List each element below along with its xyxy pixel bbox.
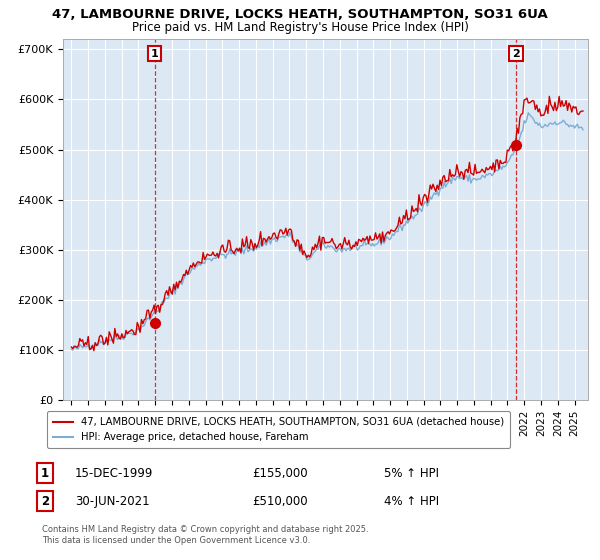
Text: 5% ↑ HPI: 5% ↑ HPI [384,466,439,480]
Text: 1: 1 [41,466,49,480]
Text: £155,000: £155,000 [252,466,308,480]
Text: 4% ↑ HPI: 4% ↑ HPI [384,494,439,508]
Text: 2: 2 [512,49,520,59]
Text: 30-JUN-2021: 30-JUN-2021 [75,494,149,508]
Text: 2: 2 [41,494,49,508]
Text: Contains HM Land Registry data © Crown copyright and database right 2025.
This d: Contains HM Land Registry data © Crown c… [42,525,368,545]
Text: 47, LAMBOURNE DRIVE, LOCKS HEATH, SOUTHAMPTON, SO31 6UA: 47, LAMBOURNE DRIVE, LOCKS HEATH, SOUTHA… [52,8,548,21]
Text: 15-DEC-1999: 15-DEC-1999 [75,466,154,480]
Text: Price paid vs. HM Land Registry's House Price Index (HPI): Price paid vs. HM Land Registry's House … [131,21,469,34]
Legend: 47, LAMBOURNE DRIVE, LOCKS HEATH, SOUTHAMPTON, SO31 6UA (detached house), HPI: A: 47, LAMBOURNE DRIVE, LOCKS HEATH, SOUTHA… [47,411,510,448]
Text: 1: 1 [151,49,158,59]
Text: £510,000: £510,000 [252,494,308,508]
